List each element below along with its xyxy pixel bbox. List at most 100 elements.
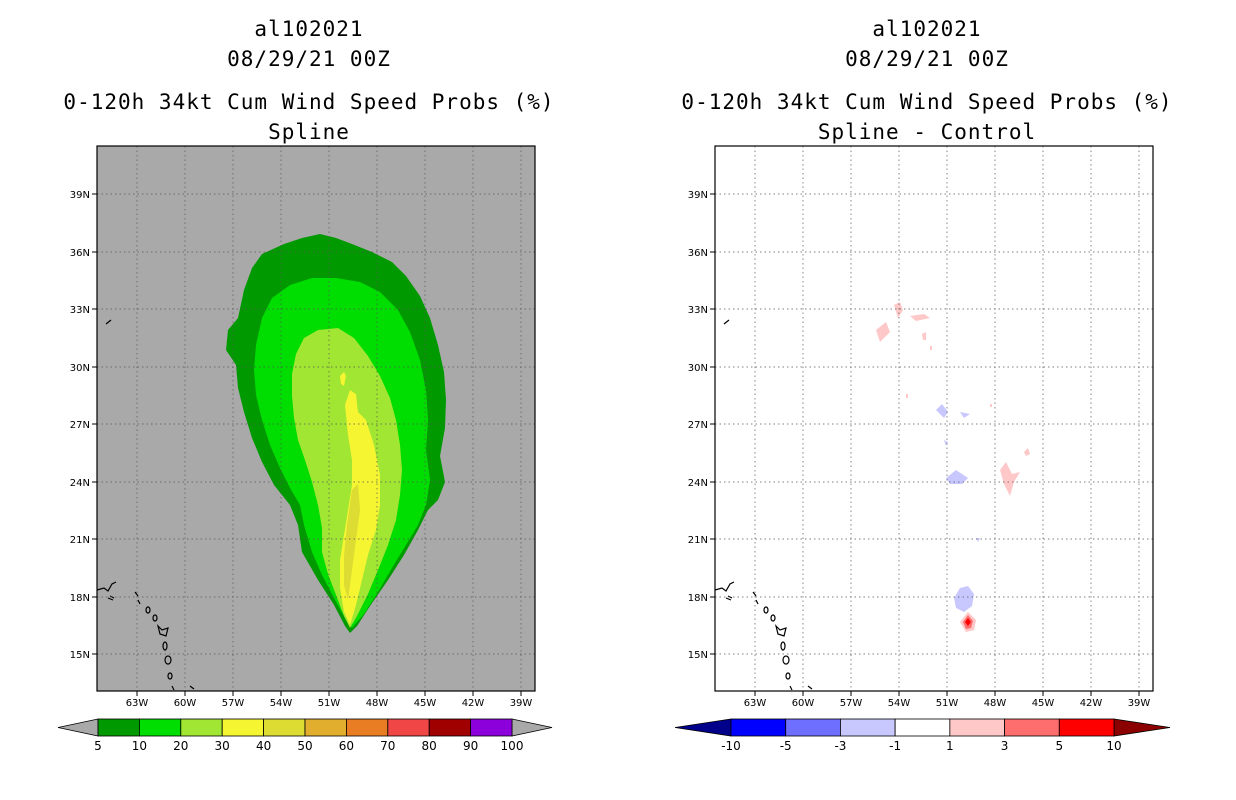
colorbar-label: 50 [297,739,312,753]
lon-label: 39W [510,698,533,709]
colorbar-over-triangle [511,718,553,737]
lon-label: 60W [174,698,197,709]
colorbar-under-triangle [57,718,99,737]
lon-label: 39W [1128,698,1151,709]
positive-diff-area [990,404,992,407]
lat-label: 30N [688,363,708,374]
coastline-island [770,614,776,622]
positive-diff-area [1000,462,1020,496]
storm-id: al102021 [872,17,982,41]
positive-diff-area [906,394,908,398]
subtitle: Spline - Control [817,120,1037,144]
colorbar-label: -5 [780,739,792,753]
negative-diff-area [960,412,970,418]
positive-diff-area [876,322,890,342]
lon-label: 57W [222,698,245,709]
coastline-st-lucia [167,672,173,680]
coastline-bermuda [105,319,112,325]
difference-contours [876,302,1030,632]
colorbar-label: 20 [173,739,188,753]
coastline-bermuda [723,319,730,325]
coastline-barbados [189,685,195,690]
colorbar-label: 40 [256,739,271,753]
colorbar-label: 10 [132,739,147,753]
coastline-st-vincent [789,685,793,691]
lat-label: 27N [688,420,708,431]
colorbar-swatch [97,718,140,737]
lat-label: 18N [70,593,90,604]
lat-label: 24N [688,478,708,489]
colorbar-difference: -10 -5 -3 -1 1 3 5 10 [674,718,1171,753]
colorbar-swatch [304,718,347,737]
colorbar-label: 5 [94,739,102,753]
product-title: 0-120h 34kt Cum Wind Speed Probs (%) [681,90,1173,114]
colorbar-swatch [180,718,223,737]
lon-label: 42W [462,698,485,709]
coastline-anguilla [134,591,141,605]
lat-label: 18N [688,593,708,604]
gridlines [715,146,1153,691]
colorbar-swatch [345,718,389,737]
coastline-martinique [164,655,172,665]
colorbar-label: 70 [380,739,395,753]
colorbar-label: 60 [339,739,354,753]
lon-label: 48W [984,698,1007,709]
datetime: 08/29/21 00Z [227,47,391,71]
coastline-island [145,606,151,614]
lat-label: 15N [70,650,90,661]
colorbar-swatch [785,718,841,737]
subtitle: Spline [268,120,350,144]
coastline-dominica [162,641,168,651]
coastlines [96,319,195,691]
lat-label: 36N [688,248,708,259]
colorbar-swatch [221,718,264,737]
longitude-labels: 63W 60W 57W 54W 51W 48W 45W 42W 39W [744,691,1151,709]
colorbar-label: 5 [1055,739,1063,753]
colorbar-label: 3 [1001,739,1009,753]
longitude-labels: 63W 60W 57W 54W 51W 48W 45W 42W 39W [126,691,533,709]
coastline-barbados [807,685,813,690]
lon-label: 60W [792,698,815,709]
colorbar-swatch [138,718,182,737]
panel-spline-minus-control: al102021 08/29/21 00Z 0-120h 34kt Cum Wi… [618,0,1236,800]
coastline-st-vincent [171,685,175,691]
positive-diff-area [894,302,903,318]
colorbar-label: 90 [463,739,478,753]
product-title: 0-120h 34kt Cum Wind Speed Probs (%) [63,90,555,114]
colorbar-probability: 5 10 20 30 40 50 60 70 80 90 100 [57,718,553,753]
colorbar-swatch [470,718,513,737]
coastline-anguilla [752,591,759,605]
lat-label: 30N [70,363,90,374]
lat-label: 21N [70,535,90,546]
lon-label: 48W [366,698,389,709]
contour-20 [292,328,402,628]
colorbar-under-triangle [674,718,732,737]
coastline-guadeloupe [156,624,169,637]
negative-diff-area [946,470,968,484]
panel-spline: al102021 08/29/21 00Z 0-120h 34kt Cum Wi… [57,17,555,753]
colorbar-swatch [840,718,896,737]
colorbar-swatch [894,718,951,737]
lon-label: 63W [744,698,767,709]
lat-label: 36N [70,248,90,259]
colorbar-label: 80 [422,739,437,753]
lat-label: 33N [688,305,708,316]
colorbar-label: -1 [889,739,901,753]
colorbar-label: -3 [834,739,846,753]
lat-label: 33N [70,305,90,316]
colorbar-label: 100 [501,739,524,753]
map-spline: 39N 36N 33N 30N 27N 24N 21N 18N 15N 63W 60W 57W 54W… [57,145,553,753]
positive-diff-area [965,618,971,626]
colorbar-swatch [730,718,787,737]
coastline-island [763,606,769,614]
latitude-labels: 39N 36N 33N 30N 27N 24N 21N 18N 15N [688,190,715,661]
colorbar-swatch [428,718,472,737]
colorbar-over-triangle [1113,718,1171,737]
lat-label: 24N [70,478,90,489]
colorbar-swatch [263,718,306,737]
positive-diff-area [1024,448,1030,456]
map-frame [96,145,536,692]
map-background [715,146,1153,691]
coastline-st-lucia [785,672,791,680]
latitude-labels: 39N 36N 33N 30N 27N 24N 21N 18N 15N [70,190,97,661]
